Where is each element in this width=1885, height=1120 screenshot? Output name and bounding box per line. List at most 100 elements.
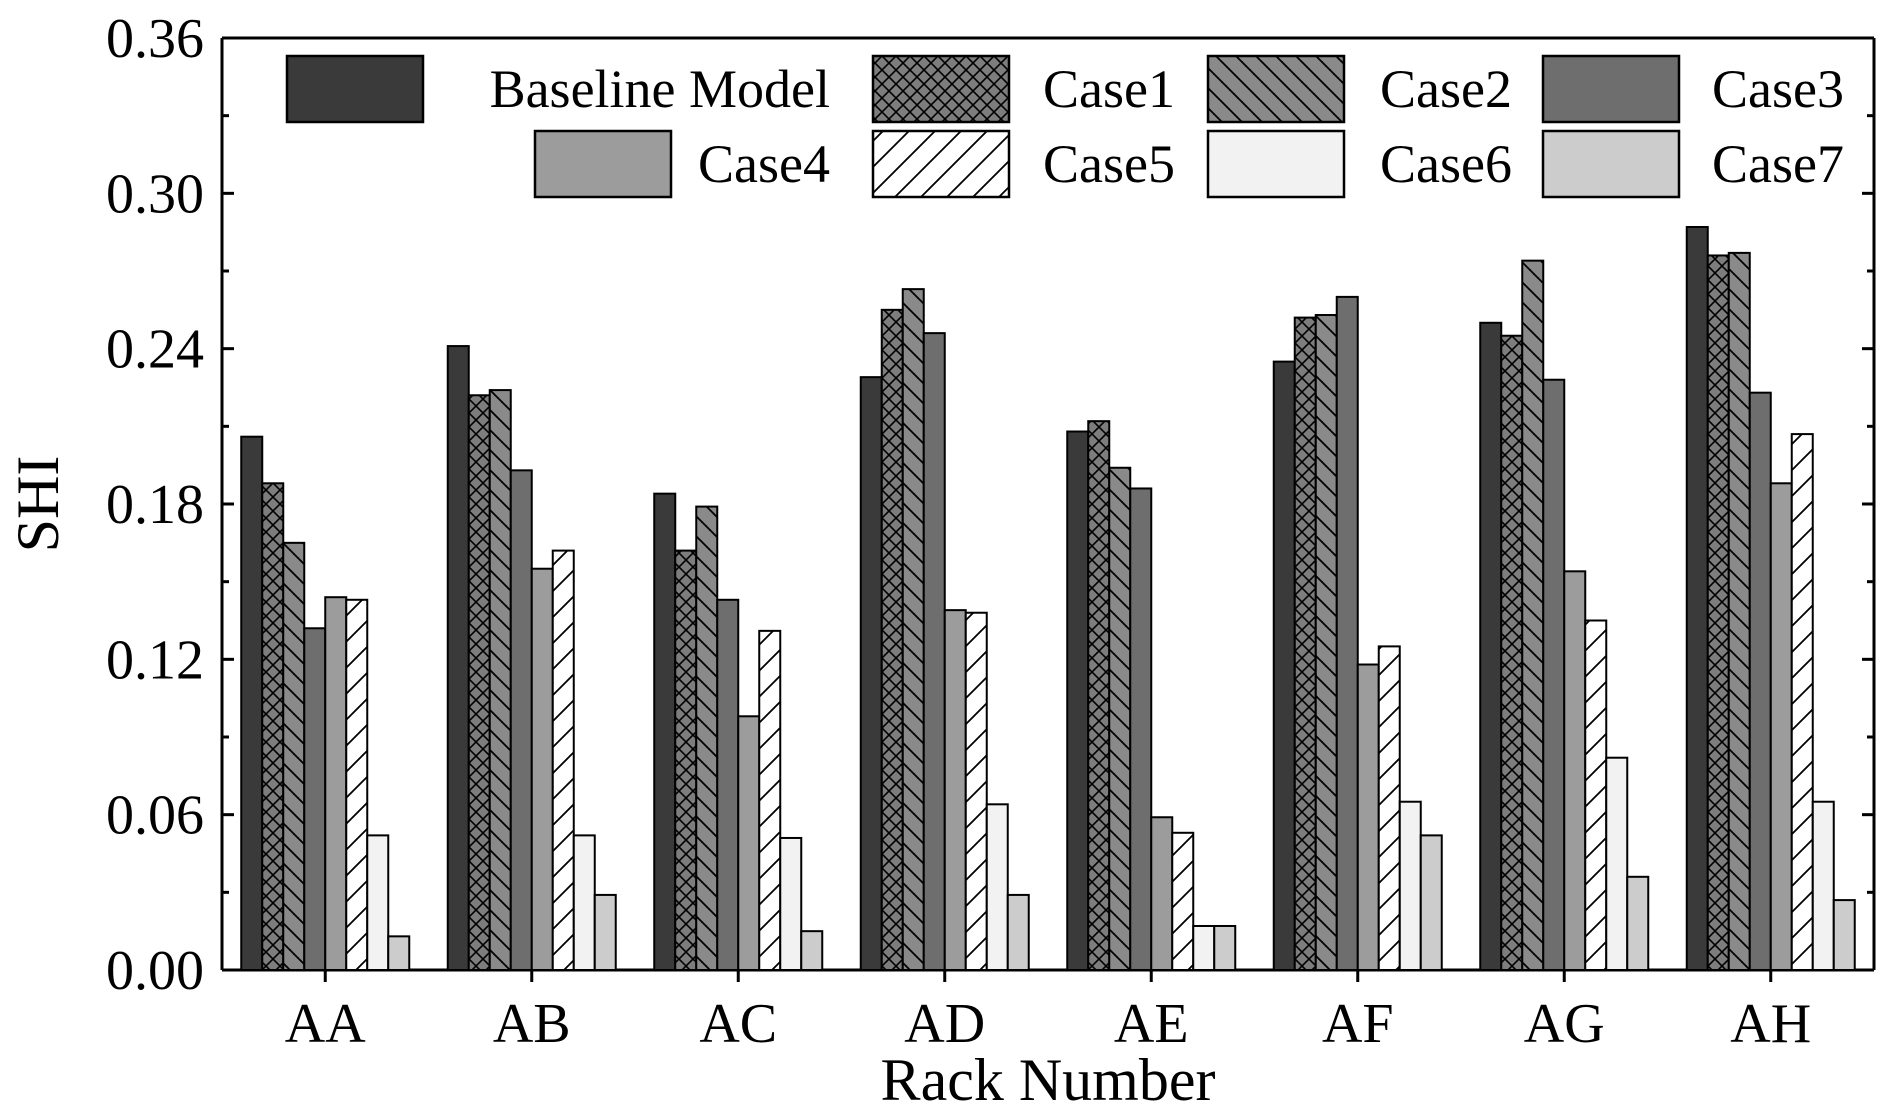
bar-ae-case4	[1150, 816, 1174, 971]
y-tick-label: 0.00	[106, 940, 204, 1002]
legend-swatch-case7	[1541, 129, 1681, 199]
bar-ag-case7	[1626, 875, 1650, 971]
bar-ag-case5	[1584, 619, 1608, 971]
x-tick-label: AG	[1524, 993, 1605, 1055]
bar-aa-case5	[345, 598, 369, 971]
bar-ad-case3	[922, 332, 946, 971]
x-tick-label: AA	[285, 993, 366, 1055]
bar-af-case4	[1356, 663, 1380, 971]
bar-ab-case2	[488, 389, 512, 972]
bar-aa-case2	[282, 541, 306, 971]
bar-aa-case1	[261, 482, 285, 971]
bar-af-case6	[1398, 800, 1422, 971]
bar-af-case5	[1377, 645, 1401, 972]
bar-ag-case1	[1500, 334, 1524, 971]
bar-ac-case1	[674, 549, 698, 971]
bar-ad-case7	[1006, 893, 1030, 972]
bar-aa-case4	[324, 596, 348, 971]
bar-aa-case6	[366, 834, 390, 972]
bar-ae-case1	[1087, 420, 1111, 971]
bar-af-case1	[1293, 316, 1317, 972]
bar-aa-baseline-model	[240, 435, 264, 971]
legend-swatch-baseline-model	[285, 54, 425, 124]
y-ticks: 0.00 0.06 0.12 0.18 0.24 0.30 0.36	[106, 8, 1874, 1002]
legend-label-case4: Case4	[698, 134, 830, 194]
legend-label-case7: Case7	[1712, 134, 1844, 194]
bar-ag-case3	[1542, 378, 1566, 971]
x-axis-title: Rack Number	[881, 1047, 1216, 1113]
bar-ad-baseline-model	[859, 376, 883, 971]
legend-swatch-case5	[871, 129, 1011, 199]
bar-ah-case1	[1706, 254, 1730, 971]
bar-af-baseline-model	[1272, 360, 1296, 972]
legend-swatch-case1	[871, 54, 1011, 124]
bar-af-case7	[1419, 834, 1443, 972]
bar-ad-case5	[964, 611, 988, 971]
legend-label-case2: Case2	[1380, 59, 1512, 119]
bar-ac-baseline-model	[653, 492, 677, 971]
bar-af-case3	[1335, 295, 1359, 971]
bar-ah-baseline-model	[1685, 225, 1709, 971]
y-tick-label: 0.06	[106, 785, 204, 847]
legend-label-case3: Case3	[1712, 59, 1844, 119]
bar-aa-case7	[387, 935, 411, 971]
y-tick-label: 0.18	[106, 474, 204, 536]
legend-swatch-case6	[1206, 129, 1346, 199]
y-tick-label: 0.12	[106, 629, 204, 691]
bar-ab-case3	[509, 469, 533, 971]
bar-ae-case3	[1129, 487, 1153, 971]
bar-ah-case6	[1811, 800, 1835, 971]
legend-swatch-case4	[533, 129, 673, 199]
bar-ag-baseline-model	[1479, 321, 1503, 971]
bar-ad-case1	[880, 308, 904, 972]
bar-ad-case4	[943, 609, 967, 972]
bar-aa-case3	[303, 627, 327, 971]
legend-label-case6: Case6	[1380, 134, 1512, 194]
x-tick-label: AE	[1114, 993, 1189, 1055]
bar-ac-case5	[758, 629, 782, 971]
bar-ac-case7	[800, 930, 824, 972]
legend: Baseline Model Case1 Case2 Case3 Case4 Case5 C…	[285, 54, 1844, 199]
y-tick-label: 0.24	[106, 319, 204, 381]
bar-ab-case4	[530, 567, 554, 971]
bar-ag-case2	[1521, 259, 1545, 971]
bar-ae-baseline-model	[1066, 430, 1090, 971]
bar-ad-case2	[901, 288, 925, 972]
legend-label-case5: Case5	[1043, 134, 1175, 194]
bar-ab-case7	[593, 893, 617, 972]
bar-ae-case7	[1213, 924, 1237, 972]
bar-ac-case2	[695, 505, 719, 971]
bar-ah-case5	[1790, 433, 1814, 972]
bar-ae-case5	[1171, 831, 1195, 971]
plot-area: 0.00 0.06 0.12 0.18 0.24 0.30 0.36 AA AB AC AD AE A…	[106, 8, 1876, 1055]
bar-ac-case3	[716, 598, 740, 971]
bar-ac-case6	[779, 836, 803, 972]
bar-ah-case4	[1769, 482, 1793, 971]
bar-ah-case3	[1748, 391, 1772, 971]
y-tick-label: 0.30	[106, 163, 204, 225]
legend-swatch-case3	[1541, 54, 1681, 124]
bar-ad-case6	[985, 803, 1009, 971]
bar-ag-case4	[1563, 570, 1587, 971]
x-tick-label: AB	[493, 993, 571, 1055]
bar-ab-case6	[572, 834, 596, 972]
bar-ab-case1	[467, 394, 491, 971]
bars	[240, 225, 1856, 972]
bar-ag-case6	[1605, 756, 1629, 972]
legend-swatch-case2	[1206, 54, 1346, 124]
bar-ae-case6	[1192, 924, 1216, 972]
x-ticks: AA AB AC AD AE AF AG AH	[285, 970, 1811, 1055]
bar-ab-case5	[551, 549, 575, 971]
bar-ah-case7	[1832, 899, 1856, 971]
legend-label-baseline-model: Baseline Model	[490, 59, 830, 119]
bar-ab-baseline-model	[446, 345, 470, 972]
y-tick-label: 0.36	[106, 8, 204, 70]
x-tick-label: AF	[1322, 993, 1394, 1055]
y-axis-title: SHI	[5, 456, 71, 553]
bar-af-case2	[1314, 314, 1338, 971]
legend-label-case1: Case1	[1043, 59, 1175, 119]
bar-ah-case2	[1727, 251, 1751, 971]
x-tick-label: AC	[699, 993, 777, 1055]
x-tick-label: AD	[904, 993, 985, 1055]
